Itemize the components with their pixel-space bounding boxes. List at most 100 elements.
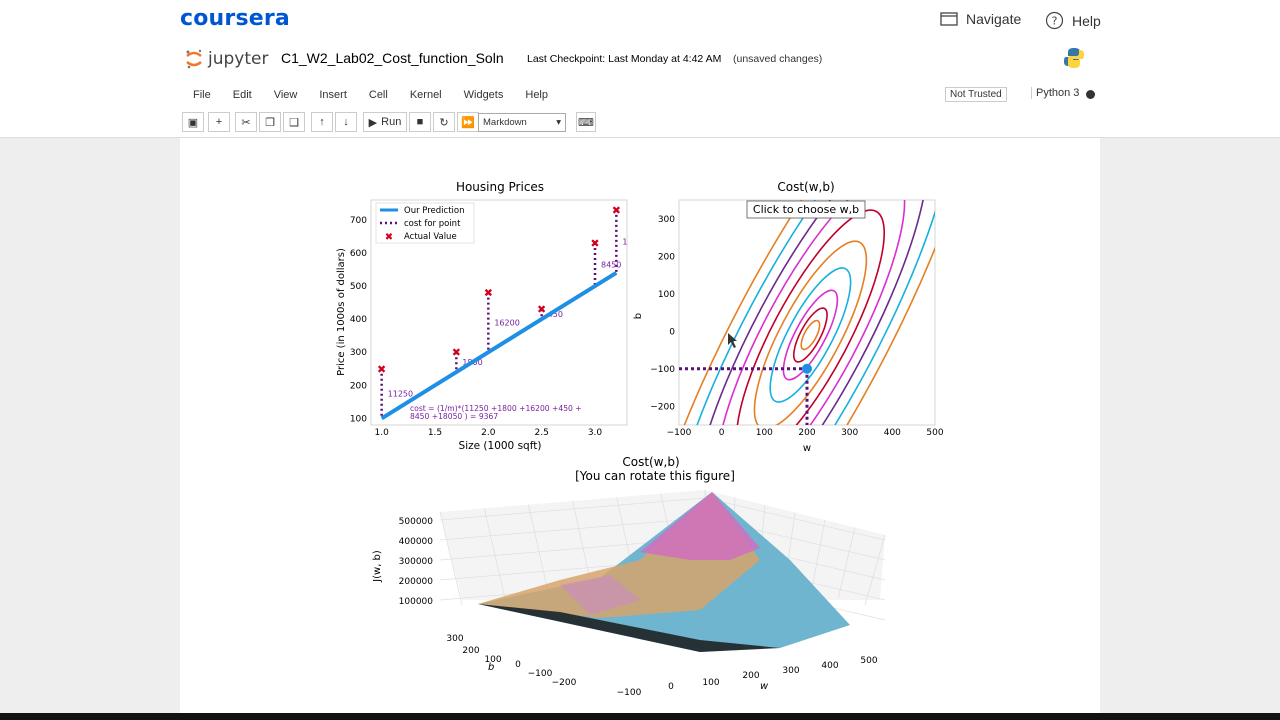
run-label: Run xyxy=(381,116,402,128)
contour-line xyxy=(769,267,852,403)
cost-label: 11250 xyxy=(388,390,413,399)
cell-type-select[interactable]: Markdown ▾ xyxy=(478,113,566,132)
housing-ylabel: Price (in 1000s of dollars) xyxy=(336,248,347,376)
selected-point[interactable] xyxy=(802,363,812,374)
coursera-logo[interactable]: coursera xyxy=(180,6,290,31)
paste-icon: ❑ xyxy=(289,116,299,129)
prediction-line xyxy=(380,271,618,421)
copy-button[interactable]: ❐ xyxy=(259,112,281,132)
legend-actual-label: Actual Value xyxy=(404,232,457,242)
arrow-up-icon: ↑ xyxy=(319,116,325,128)
menu-insert[interactable]: Insert xyxy=(319,89,347,101)
surface-ztick: 300000 xyxy=(399,557,434,567)
contour-xtick: 300 xyxy=(841,428,858,438)
kernel-name[interactable]: Python 3 xyxy=(1031,87,1083,99)
contour-line xyxy=(679,200,935,425)
housing-xtick: 1.5 xyxy=(428,428,442,438)
surface-w-tick: 500 xyxy=(860,656,877,666)
run-icon: ▶ xyxy=(368,116,378,129)
surface-gridline xyxy=(811,519,826,591)
menu-cell[interactable]: Cell xyxy=(368,89,388,101)
menu-help[interactable]: Help xyxy=(525,89,548,101)
contour-line xyxy=(782,289,839,381)
contour-xtick: −100 xyxy=(667,428,692,438)
restart-icon: ↻ xyxy=(439,116,449,129)
housing-ytick: 300 xyxy=(350,348,367,358)
contour-xtick: 500 xyxy=(926,428,943,438)
navigate-button[interactable]: Navigate xyxy=(940,11,1021,27)
choose-wb-box xyxy=(746,200,866,219)
contour-xlabel: w xyxy=(803,443,811,454)
menu-widgets[interactable]: Widgets xyxy=(463,89,504,101)
surface-mesh-violet xyxy=(560,575,640,615)
contour-ytick: 200 xyxy=(658,252,675,262)
help-button[interactable]: ? Help xyxy=(1045,11,1101,30)
surface-w-tick: 300 xyxy=(782,666,799,676)
plus-icon: + xyxy=(215,116,223,128)
notebook-name[interactable]: C1_W2_Lab02_Cost_function_Soln xyxy=(281,50,504,66)
save-button[interactable]: ▣ xyxy=(182,112,204,132)
cell-type-value: Markdown xyxy=(483,117,527,128)
housing-xtick: 2.0 xyxy=(481,428,496,438)
checkpoint-status: Last Checkpoint: Last Monday at 4:42 AM xyxy=(527,53,722,65)
insert-cell-button[interactable]: + xyxy=(208,112,230,132)
window-icon xyxy=(940,12,958,26)
housing-title: Housing Prices xyxy=(456,180,544,194)
menu-edit[interactable]: Edit xyxy=(232,89,252,101)
contour-xtick: 200 xyxy=(798,428,815,438)
menu-file[interactable]: File xyxy=(193,89,211,101)
help-circle-icon: ? xyxy=(1045,11,1064,30)
restart-button[interactable]: ↻ xyxy=(433,112,455,132)
screen-bottom-edge xyxy=(0,713,1280,720)
run-button[interactable]: ▶ Run xyxy=(363,112,407,132)
move-down-button[interactable]: ↓ xyxy=(335,112,357,132)
contour-xtick: 400 xyxy=(884,428,901,438)
cost-label: 18050 xyxy=(622,237,647,246)
python-logo-icon xyxy=(1064,48,1084,68)
contour-ytick: 100 xyxy=(658,290,675,300)
housing-xlabel: Size (1000 sqft) xyxy=(459,440,542,452)
paste-button[interactable]: ❑ xyxy=(283,112,305,132)
svg-text:?: ? xyxy=(1052,15,1058,28)
housing-ytick: 200 xyxy=(350,381,367,391)
command-palette-button[interactable]: ⌨ xyxy=(576,112,596,132)
surface-ztick: 100000 xyxy=(399,597,434,607)
choose-wb-button[interactable]: Click to choose w,b xyxy=(746,200,866,219)
contour-xtick: 100 xyxy=(756,428,773,438)
surface-gridline xyxy=(704,497,886,541)
cut-button[interactable]: ✂ xyxy=(235,112,257,132)
cost-summary-line2: 8450 +18050 ) = 9367 xyxy=(410,412,498,421)
menu-kernel[interactable]: Kernel xyxy=(409,89,442,101)
stop-icon: ■ xyxy=(416,116,424,128)
housing-ytick: 600 xyxy=(350,249,367,259)
scissors-icon: ✂ xyxy=(241,116,251,129)
contour-line xyxy=(692,200,928,425)
trust-indicator[interactable]: Not Trusted xyxy=(945,87,1007,102)
restart-run-all-button[interactable]: ⏩ xyxy=(457,112,479,132)
chevron-down-icon: ▾ xyxy=(556,117,561,128)
interrupt-button[interactable]: ■ xyxy=(409,112,431,132)
contour-ytick: 300 xyxy=(658,215,675,225)
surface-ztick: 200000 xyxy=(399,577,434,587)
surface-w-tick: 400 xyxy=(821,661,838,671)
surface-mesh-shadow xyxy=(478,604,780,652)
surface-gridline xyxy=(439,497,706,521)
menu-view[interactable]: View xyxy=(273,89,298,101)
help-label: Help xyxy=(1072,12,1101,29)
contour-line xyxy=(715,200,906,425)
surface-w-tick: 0 xyxy=(668,682,674,692)
housing-xtick: 3.0 xyxy=(588,428,603,438)
jupyter-logo[interactable]: jupyter xyxy=(184,48,268,70)
contour-ylabel: b xyxy=(633,313,644,319)
move-up-button[interactable]: ↑ xyxy=(311,112,333,132)
housing-legend: Our Prediction cost for point ✖ Actual V… xyxy=(375,202,475,244)
housing-ytick: 700 xyxy=(350,216,367,226)
surface-gridline xyxy=(439,511,463,606)
surface-b-tick: −100 xyxy=(528,669,553,679)
cost-label: 450 xyxy=(548,310,563,319)
mouse-cursor-icon xyxy=(728,333,737,348)
contour-line xyxy=(735,209,886,425)
contour-ytick: 0 xyxy=(669,327,675,337)
surface-b-tick: 200 xyxy=(462,646,479,656)
surface-b-label: b xyxy=(488,662,494,673)
